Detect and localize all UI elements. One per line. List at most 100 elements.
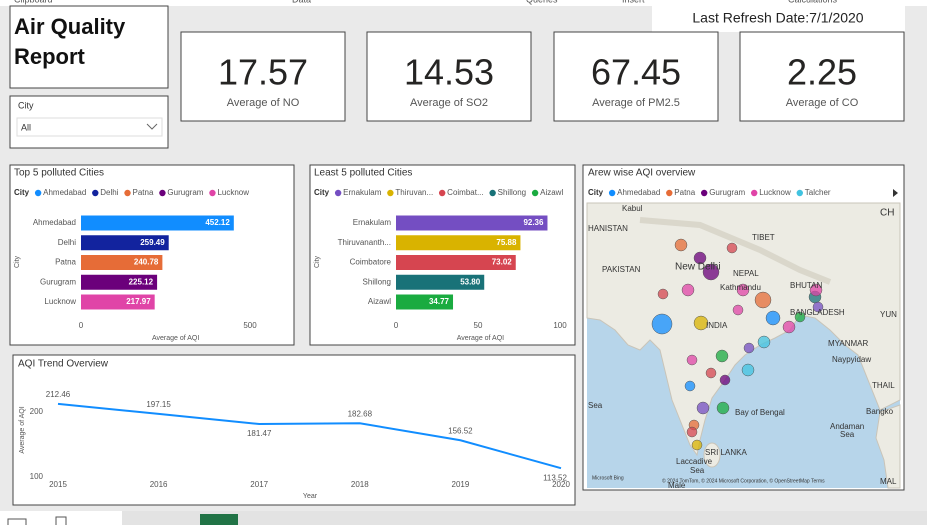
- map-bubble[interactable]: [716, 401, 730, 415]
- attribution[interactable]: © 2024 TomTom, © 2024 Microsoft Corporat…: [662, 477, 825, 484]
- kpi-card: [366, 31, 532, 122]
- map-label: BANGLADESH: [790, 308, 845, 317]
- ribbon: [0, 0, 927, 6]
- data-label: 182.68: [348, 409, 373, 418]
- map-bubble[interactable]: [696, 401, 710, 415]
- map-bubble[interactable]: [719, 374, 731, 386]
- legend-marker: [334, 189, 342, 197]
- map-bubble[interactable]: [809, 283, 823, 297]
- map-bubble[interactable]: [693, 315, 709, 331]
- map-title: Arew wise AQI overview: [588, 168, 696, 179]
- map-bubble[interactable]: [732, 304, 744, 316]
- kpi-card: [180, 31, 346, 122]
- data-label: 225.12: [129, 277, 154, 286]
- map-bubble[interactable]: [754, 291, 772, 309]
- kpi-value: 14.53: [404, 52, 494, 93]
- map-bubble[interactable]: [743, 342, 755, 354]
- attribution: Microsoft Bing: [592, 475, 624, 481]
- data-label: 217.97: [126, 297, 151, 306]
- report-title: Air Quality Report: [14, 14, 126, 69]
- page-tab[interactable]: [200, 514, 238, 525]
- map-bubble[interactable]: [684, 380, 696, 392]
- map-bubble[interactable]: [651, 313, 673, 335]
- status-bar: [0, 511, 122, 525]
- y-tick-label: Ernakulam: [353, 218, 392, 227]
- legend-entry: Thiruvan...: [395, 188, 433, 197]
- data-label: 113.52: [543, 473, 567, 482]
- map-bubble[interactable]: [657, 288, 669, 300]
- y-tick-label: Shillong: [363, 277, 391, 286]
- map-bubble[interactable]: [757, 335, 771, 349]
- data-label: 34.77: [429, 297, 450, 306]
- map-bubble[interactable]: [782, 320, 796, 334]
- y-axis-title: City: [314, 255, 321, 268]
- icon[interactable]: [7, 518, 27, 525]
- kpi-label: Average of NO: [227, 97, 300, 109]
- land: [586, 202, 901, 457]
- map-bubble[interactable]: [691, 439, 703, 451]
- x-tick-label: 500: [243, 321, 257, 330]
- legend-marker: [92, 189, 99, 197]
- data-label: 197.15: [146, 400, 171, 409]
- x-tick-label: 2018: [351, 480, 369, 489]
- ribbon-label[interactable]: Calculations: [788, 0, 838, 4]
- x-axis-title: Year: [303, 493, 318, 500]
- bar: [396, 294, 454, 310]
- map-label: PAKISTAN: [602, 265, 641, 274]
- legend-entry: Lucknow: [217, 188, 249, 197]
- map-label: MYANMAR: [828, 339, 869, 348]
- x-tick-label: 2020: [552, 480, 570, 489]
- map-bubble[interactable]: [715, 349, 729, 363]
- title-card: [9, 5, 169, 89]
- legend-marker: [34, 189, 42, 197]
- bar: [396, 274, 485, 290]
- legend-marker: [209, 189, 216, 197]
- map-bubble[interactable]: [736, 283, 750, 297]
- map-bubble[interactable]: [741, 363, 755, 377]
- map-bubble[interactable]: [705, 367, 717, 379]
- y-tick-label: Lucknow: [44, 297, 76, 306]
- chevron: [146, 123, 158, 130]
- map-label: Laccadive: [676, 457, 713, 466]
- ribbon-label[interactable]: Clipboard: [14, 0, 53, 4]
- map-bubble[interactable]: [765, 310, 781, 326]
- map-label: SRI LANKA: [705, 448, 747, 457]
- x-tick-label: 50: [474, 321, 483, 330]
- map-bubble[interactable]: [693, 251, 707, 265]
- map-label: Sea: [588, 401, 603, 410]
- data-label: 181.47: [247, 429, 272, 438]
- y-tick-label: Patna: [55, 258, 76, 267]
- map-bubble[interactable]: [812, 301, 824, 313]
- slicer-value: All: [21, 122, 31, 132]
- data-label: 212.46: [46, 390, 71, 399]
- icon[interactable]: [55, 516, 67, 525]
- map-bubble[interactable]: [794, 311, 806, 323]
- map[interactable]: [586, 202, 901, 489]
- y-tick-label: Thiruvananth...: [338, 238, 391, 247]
- y-axis-title: Average of AQI: [19, 406, 26, 453]
- legend-marker: [124, 189, 131, 197]
- x-tick-label: 2016: [150, 480, 168, 489]
- map-label: BHUTAN: [790, 281, 823, 290]
- legend-marker: [608, 189, 616, 197]
- map-bubble[interactable]: [686, 426, 698, 438]
- legend-marker: [700, 189, 708, 197]
- chart-card: [12, 354, 576, 506]
- bar: [396, 255, 516, 270]
- x-axis-title: Average of AQI: [457, 335, 504, 342]
- legend-scroll[interactable]: [893, 189, 898, 197]
- legend-title: City: [14, 188, 30, 197]
- ribbon-label[interactable]: Data: [292, 0, 311, 4]
- dropdown[interactable]: [16, 117, 163, 137]
- terrain: [639, 217, 832, 285]
- map-bubble[interactable]: [702, 263, 720, 281]
- map-bubble[interactable]: [674, 238, 688, 252]
- legend-marker: [438, 189, 446, 197]
- map-bubble[interactable]: [686, 354, 698, 366]
- map-bubble[interactable]: [726, 242, 738, 254]
- map-bubble[interactable]: [681, 283, 695, 297]
- legend-entry: Ernakulam: [343, 188, 382, 197]
- ribbon-label[interactable]: Queries: [526, 0, 558, 4]
- ribbon-label[interactable]: Insert: [622, 0, 645, 4]
